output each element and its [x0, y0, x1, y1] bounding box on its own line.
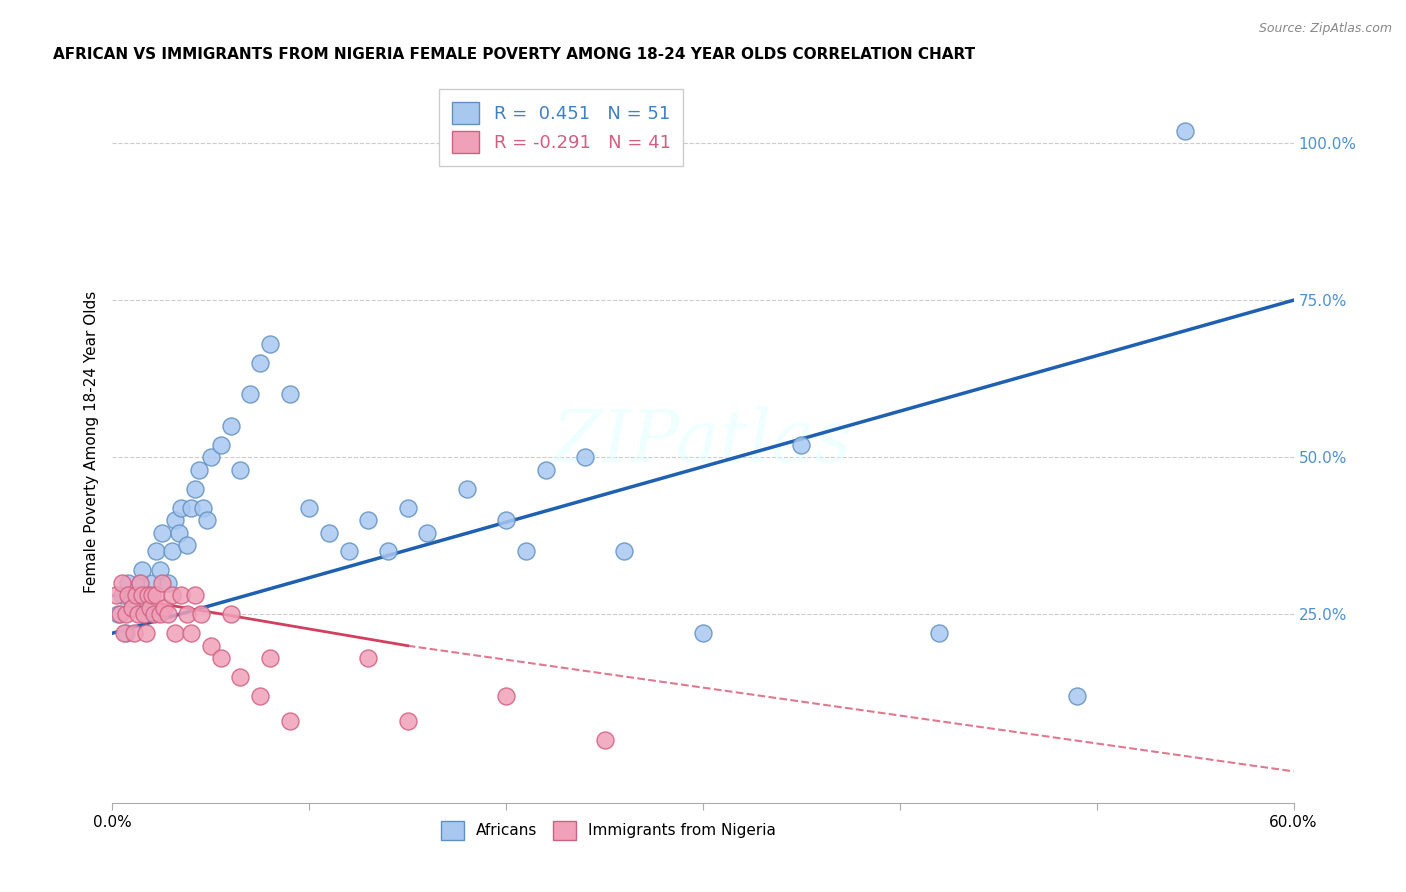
Point: [239, 387, 262, 401]
Point: [142, 607, 165, 622]
Point: [145, 589, 167, 603]
Point: [107, 607, 129, 622]
Point: [377, 544, 399, 558]
Point: [136, 589, 159, 603]
Point: [156, 575, 179, 590]
Point: [131, 563, 153, 577]
Text: Source: ZipAtlas.com: Source: ZipAtlas.com: [1258, 22, 1392, 36]
Point: [170, 589, 193, 603]
Point: [141, 575, 163, 590]
Point: [200, 639, 222, 653]
Point: [111, 575, 134, 590]
Point: [160, 544, 183, 558]
Point: [139, 601, 162, 615]
Point: [219, 607, 242, 622]
Point: [928, 626, 950, 640]
Point: [357, 651, 380, 665]
Point: [613, 544, 636, 558]
Point: [298, 500, 321, 515]
Point: [131, 589, 153, 603]
Point: [1174, 123, 1197, 137]
Point: [219, 418, 242, 433]
Point: [176, 538, 198, 552]
Point: [152, 601, 174, 615]
Point: [209, 438, 232, 452]
Point: [111, 589, 134, 603]
Point: [249, 689, 271, 703]
Point: [209, 651, 232, 665]
Point: [149, 563, 172, 577]
Point: [188, 463, 211, 477]
Point: [121, 601, 143, 615]
Point: [416, 525, 439, 540]
Point: [259, 337, 281, 351]
Point: [396, 500, 419, 515]
Point: [318, 525, 340, 540]
Point: [278, 387, 301, 401]
Point: [125, 589, 148, 603]
Point: [229, 670, 252, 684]
Point: [149, 607, 172, 622]
Point: [135, 626, 157, 640]
Point: [534, 463, 557, 477]
Point: [184, 589, 207, 603]
Text: ZIPatlas: ZIPatlas: [553, 406, 853, 477]
Point: [200, 450, 222, 465]
Point: [112, 626, 135, 640]
Point: [1066, 689, 1088, 703]
Legend: Africans, Immigrants from Nigeria: Africans, Immigrants from Nigeria: [434, 815, 782, 846]
Point: [150, 525, 173, 540]
Point: [150, 575, 173, 590]
Point: [790, 438, 813, 452]
Point: [593, 733, 616, 747]
Point: [191, 500, 214, 515]
Point: [574, 450, 596, 465]
Point: [141, 589, 163, 603]
Point: [145, 544, 167, 558]
Point: [127, 607, 149, 622]
Point: [229, 463, 252, 477]
Point: [396, 714, 419, 728]
Point: [190, 607, 212, 622]
Point: [495, 689, 517, 703]
Point: [170, 500, 193, 515]
Point: [129, 575, 152, 590]
Point: [132, 607, 155, 622]
Point: [165, 626, 187, 640]
Point: [115, 626, 138, 640]
Point: [122, 626, 145, 640]
Point: [160, 589, 183, 603]
Point: [180, 500, 202, 515]
Point: [165, 513, 187, 527]
Point: [357, 513, 380, 527]
Point: [249, 356, 271, 370]
Point: [259, 651, 281, 665]
Point: [117, 589, 139, 603]
Point: [515, 544, 537, 558]
Point: [136, 589, 159, 603]
Point: [115, 607, 138, 622]
Point: [456, 482, 478, 496]
Point: [495, 513, 517, 527]
Y-axis label: Female Poverty Among 18-24 Year Olds: Female Poverty Among 18-24 Year Olds: [83, 291, 98, 592]
Point: [105, 589, 128, 603]
Point: [132, 601, 155, 615]
Point: [125, 589, 148, 603]
Point: [110, 607, 132, 622]
Point: [156, 607, 179, 622]
Point: [337, 544, 360, 558]
Text: AFRICAN VS IMMIGRANTS FROM NIGERIA FEMALE POVERTY AMONG 18-24 YEAR OLDS CORRELAT: AFRICAN VS IMMIGRANTS FROM NIGERIA FEMAL…: [53, 47, 976, 62]
Point: [169, 525, 191, 540]
Point: [195, 513, 218, 527]
Point: [278, 714, 301, 728]
Point: [184, 482, 207, 496]
Point: [117, 575, 139, 590]
Point: [176, 607, 198, 622]
Point: [129, 575, 152, 590]
Point: [180, 626, 202, 640]
Point: [692, 626, 714, 640]
Point: [121, 601, 143, 615]
